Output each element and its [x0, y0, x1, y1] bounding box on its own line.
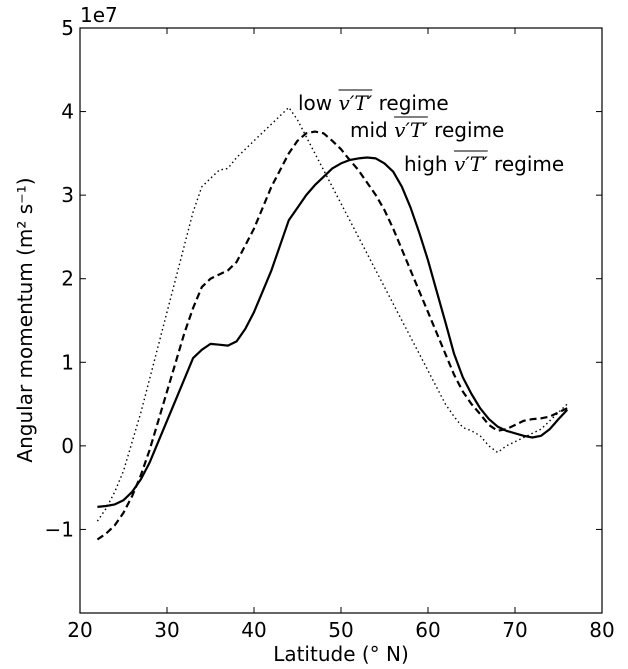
y-tick-label: 3	[61, 183, 74, 207]
y-tick-label: 2	[61, 267, 74, 291]
legend: low v′T′ regime mid v′T′ regime high v′T′ …	[298, 89, 564, 176]
x-tick-label: 20	[67, 618, 92, 642]
y-offset-label: 1e7	[80, 3, 118, 27]
series-line-mid	[96, 130, 568, 541]
y-tick-label: 1	[61, 350, 74, 374]
legend-entry-high: high v′T′ regime	[404, 150, 564, 176]
x-tick-label: 80	[589, 618, 614, 642]
x-tick-label: 60	[415, 618, 440, 642]
legend-entry-mid: mid v′T′ regime	[350, 116, 504, 142]
x-tick-label: 30	[154, 618, 179, 642]
y-axis-label: Angular momentum (m² s⁻¹)	[13, 177, 37, 462]
legend-entry-low: low v′T′ regime	[298, 89, 449, 115]
plot-frame	[79, 27, 603, 614]
legend-label: low v′T′ regime	[298, 91, 449, 115]
y-tick-label: −1	[45, 517, 74, 541]
y-tick-label: 4	[61, 100, 74, 124]
legend-label: high v′T′ regime	[404, 152, 564, 176]
series-group	[96, 106, 568, 541]
x-tick-label: 50	[328, 618, 353, 642]
tick-group: 20 30 40 50 60 70 80 −1 0 1 2 3 4 5	[45, 16, 615, 642]
legend-label: mid v′T′ regime	[350, 118, 504, 142]
series-line-high	[97, 156, 568, 508]
y-tick-label: 5	[61, 16, 74, 40]
x-tick-label: 70	[502, 618, 527, 642]
x-tick-label: 40	[241, 618, 266, 642]
x-axis-label: Latitude (° N)	[273, 642, 409, 666]
y-tick-label: 0	[61, 434, 74, 458]
